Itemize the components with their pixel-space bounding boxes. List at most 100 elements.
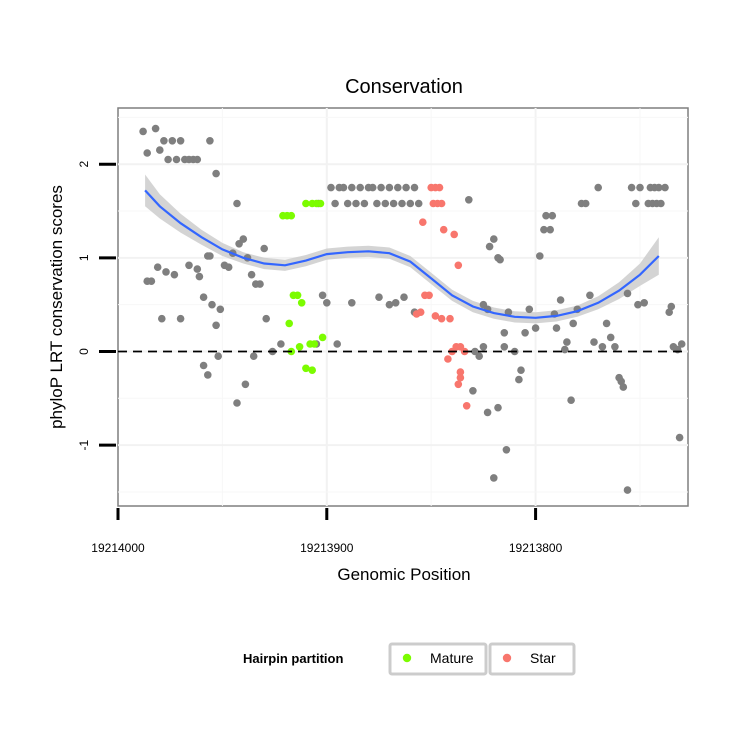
- data-point-background: [153, 263, 162, 272]
- data-point-background: [241, 380, 250, 389]
- data-point-background: [208, 300, 216, 309]
- data-point-background: [377, 183, 385, 192]
- data-point-background: [500, 343, 509, 351]
- data-point-background: [195, 272, 204, 281]
- data-point-background: [214, 352, 222, 361]
- data-point-background: [556, 296, 565, 304]
- data-point-background: [199, 361, 208, 370]
- x-tick-label: 19214000: [91, 541, 145, 555]
- data-point-background: [640, 299, 648, 307]
- data-point-background: [540, 225, 548, 234]
- data-point-background: [479, 343, 488, 351]
- data-point-star: [456, 373, 465, 382]
- data-point-background: [193, 155, 202, 164]
- data-point-background: [168, 137, 177, 145]
- y-tick-label: 0: [77, 348, 91, 355]
- data-point-background: [212, 169, 220, 178]
- data-point-background: [406, 199, 415, 208]
- data-point-star: [439, 225, 448, 234]
- data-point-background: [256, 280, 264, 288]
- data-point-background: [515, 375, 523, 384]
- data-point-background: [206, 252, 214, 260]
- data-point-background: [494, 403, 502, 412]
- data-point-background: [233, 399, 241, 407]
- data-point-background: [634, 300, 642, 309]
- data-point-background: [581, 199, 590, 208]
- data-point-background: [216, 305, 225, 314]
- data-point-background: [398, 199, 406, 208]
- legend-label-mature: Mature: [430, 650, 474, 666]
- data-point-star: [435, 183, 444, 192]
- data-point-star: [454, 380, 463, 389]
- data-point-background: [348, 299, 356, 307]
- data-point-background: [561, 345, 569, 354]
- data-point-background: [655, 183, 663, 192]
- data-point-background: [277, 340, 285, 348]
- data-point-background: [590, 338, 598, 346]
- legend-item-star-box: [488, 642, 576, 676]
- data-point-background: [356, 183, 365, 192]
- data-point-background: [465, 196, 473, 204]
- grid-lines: [118, 108, 688, 506]
- data-point-background: [170, 270, 179, 279]
- data-point-background: [318, 291, 327, 300]
- data-point-background: [536, 252, 544, 260]
- data-point-background: [617, 377, 625, 386]
- data-point-mature: [302, 364, 310, 373]
- data-point-background: [151, 124, 160, 133]
- data-point-background: [569, 319, 577, 328]
- data-point-background: [661, 183, 669, 192]
- data-point-background: [394, 183, 402, 192]
- y-tick-label: 1: [77, 254, 91, 261]
- data-point-background: [212, 321, 220, 330]
- data-point-star: [450, 230, 459, 239]
- data-point-background: [657, 199, 665, 208]
- legend-label-star: Star: [530, 650, 556, 666]
- data-point-background: [176, 314, 185, 323]
- data-point-background: [623, 289, 632, 298]
- data-point-background: [402, 183, 410, 192]
- data-point-background: [385, 183, 394, 192]
- data-point-background: [632, 199, 640, 208]
- data-point-background: [164, 155, 172, 164]
- data-point-background: [552, 324, 561, 332]
- data-point-background: [199, 293, 208, 302]
- data-point-background: [490, 474, 498, 482]
- data-point-background: [667, 302, 676, 311]
- data-point-background: [327, 183, 335, 192]
- data-point-background: [400, 293, 408, 302]
- points-layer: [139, 124, 686, 494]
- data-point-background: [323, 299, 331, 307]
- y-tick-label: -1: [77, 439, 91, 450]
- data-point-background: [548, 211, 557, 220]
- x-tick-label: 19213900: [300, 541, 354, 555]
- x-axis: 19214000 19213900 19213800: [91, 508, 563, 555]
- data-point-mature: [287, 211, 296, 220]
- data-point-background: [469, 387, 477, 395]
- data-point-background: [504, 308, 513, 317]
- data-point-background: [260, 244, 269, 253]
- x-tick-label: 19213800: [509, 541, 563, 555]
- data-point-background: [160, 137, 168, 145]
- legend-star-key: [502, 653, 512, 663]
- data-point-background: [331, 199, 339, 208]
- data-point-background: [391, 299, 400, 307]
- data-point-background: [385, 300, 394, 309]
- data-point-background: [665, 308, 673, 317]
- data-point-background: [249, 352, 258, 361]
- data-point-background: [185, 261, 193, 270]
- data-point-star: [425, 291, 433, 300]
- data-point-background: [352, 199, 360, 208]
- data-point-background: [636, 183, 644, 192]
- data-point-background: [483, 408, 492, 417]
- data-point-background: [147, 277, 156, 286]
- data-point-background: [156, 146, 164, 154]
- data-point-background: [414, 199, 423, 208]
- data-point-star: [456, 368, 465, 376]
- data-point-background: [410, 183, 419, 192]
- data-point-mature: [297, 299, 306, 307]
- data-point-star: [462, 402, 471, 410]
- data-point-background: [139, 127, 147, 136]
- smooth-line-layer: [144, 189, 660, 319]
